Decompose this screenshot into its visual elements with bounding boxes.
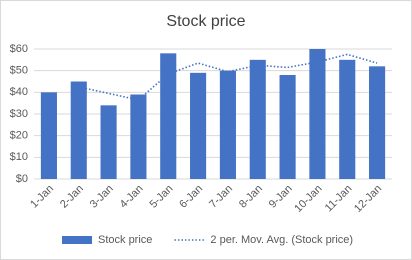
bar (309, 49, 326, 179)
bar (100, 105, 117, 179)
chart-title: Stock price (166, 13, 245, 30)
bar (279, 75, 296, 179)
y-tick-label: $60 (10, 43, 28, 55)
legend-swatch (62, 236, 92, 244)
y-tick-label: $40 (10, 86, 28, 98)
y-tick-label: $50 (10, 65, 28, 77)
bar (70, 81, 87, 179)
y-tick-label: $0 (16, 173, 28, 185)
legend-label: Stock price (98, 234, 152, 246)
bar (219, 70, 236, 179)
y-tick-label: $30 (10, 108, 28, 120)
bar (160, 53, 177, 180)
bar (40, 92, 57, 179)
legend-label: 2 per. Mov. Avg. (Stock price) (210, 234, 353, 246)
y-tick-label: $10 (10, 151, 28, 163)
bar (339, 59, 356, 180)
y-tick-label: $20 (10, 130, 28, 142)
bar (249, 59, 266, 180)
bar (190, 72, 207, 179)
bar (369, 66, 386, 179)
bar (130, 94, 147, 179)
